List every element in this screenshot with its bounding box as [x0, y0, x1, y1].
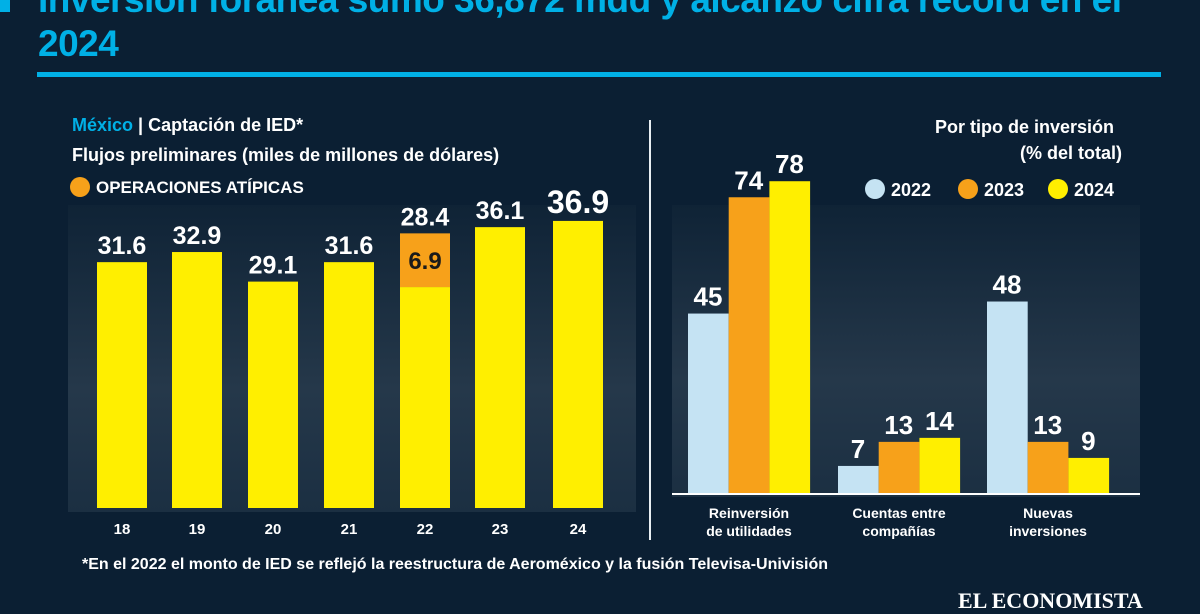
value-label: 13: [1033, 410, 1062, 440]
divider: [649, 120, 651, 540]
x-tick-22: 22: [417, 521, 434, 538]
x-tick-18: 18: [114, 521, 131, 538]
bar-2023-2: [1027, 441, 1069, 494]
bar-22: [400, 287, 450, 508]
left-chart-title: | Captación de IED*: [138, 115, 304, 135]
legend-dot-2024: [1048, 179, 1068, 199]
left-chart-subtitle: Flujos preliminares (miles de millones d…: [72, 145, 500, 165]
value-label: 7: [851, 434, 865, 464]
x-tick-24: 24: [570, 521, 587, 538]
value-label-22: 28.4: [401, 203, 450, 231]
x-tick-21: 21: [341, 521, 358, 538]
right-chart-subtitle: (% del total): [1020, 143, 1122, 163]
value-label-21: 31.6: [325, 232, 374, 260]
legend-dot-2023: [958, 179, 978, 199]
bar-2022-0: [688, 313, 729, 494]
charts-svg: 31.6 18 32.9 19 29.1 20 31.6 21 6.9 28.4 22 36.1 23 3…: [97, 149, 1140, 539]
value-label-18: 31.6: [98, 232, 147, 260]
value-label: 78: [775, 149, 804, 179]
x-tick-label: compañías: [862, 523, 935, 539]
legend-label: OPERACIONES ATÍPICAS: [96, 178, 304, 197]
legend-atypical: OPERACIONES ATÍPICAS: [70, 177, 304, 198]
brand-logo: EL ECONOMISTA: [958, 588, 1143, 613]
legend-label-2023: 2023: [984, 180, 1024, 200]
footnote: *En el 2022 el monto de IED se reflejó l…: [82, 556, 829, 573]
country-label: México: [72, 115, 134, 135]
value-label-19: 32.9: [173, 222, 222, 250]
x-tick-23: 23: [492, 521, 509, 538]
legend-dot: [70, 177, 90, 197]
bar-2023-1: [878, 441, 920, 494]
value-label-20: 29.1: [249, 252, 298, 280]
bar-2022-2: [987, 301, 1028, 494]
value-label: 14: [925, 406, 954, 436]
left-chart-heading: México | Captación de IED*: [72, 115, 303, 136]
value-label: 13: [884, 410, 913, 440]
value-label: 74: [734, 165, 763, 195]
bar-21: [324, 262, 374, 508]
bar-19: [172, 252, 222, 508]
legend-label-2024: 2024: [1074, 180, 1114, 200]
title-rule: [37, 72, 1161, 77]
legend-label-2022: 2022: [891, 180, 931, 200]
x-tick-label: Nuevas: [1023, 505, 1073, 521]
bar-23: [475, 227, 525, 508]
bar-24: [553, 220, 603, 508]
x-tick-20: 20: [265, 521, 282, 538]
legend-dot-2022: [865, 179, 885, 199]
value-label: 9: [1081, 426, 1095, 456]
atypical-label: 6.9: [408, 248, 441, 275]
bar-2022-1: [838, 465, 879, 494]
bar-2023-0: [728, 197, 770, 494]
x-tick-label: de utilidades: [706, 523, 792, 539]
bar-2024-2: [1068, 457, 1110, 494]
value-label: 45: [694, 282, 723, 312]
x-tick-label: Cuentas entre: [852, 505, 946, 521]
bar-2024-1: [919, 437, 961, 494]
title-marker: [0, 0, 10, 12]
value-label: 48: [993, 270, 1022, 300]
page-title: Inversión foránea sumó 36,872 mdd y alca…: [38, 0, 1122, 64]
value-label-23: 36.1: [476, 197, 525, 225]
bar-20: [248, 281, 298, 508]
bar-atypical-22: [400, 233, 450, 288]
bar-2024-0: [769, 181, 811, 494]
value-label-24: 36.9: [547, 184, 609, 220]
x-tick-label: Reinversión: [709, 505, 789, 521]
bar-18: [97, 262, 147, 508]
right-chart-title: Por tipo de inversión: [935, 117, 1115, 137]
x-tick-label: inversiones: [1009, 523, 1087, 539]
x-tick-19: 19: [189, 521, 206, 538]
